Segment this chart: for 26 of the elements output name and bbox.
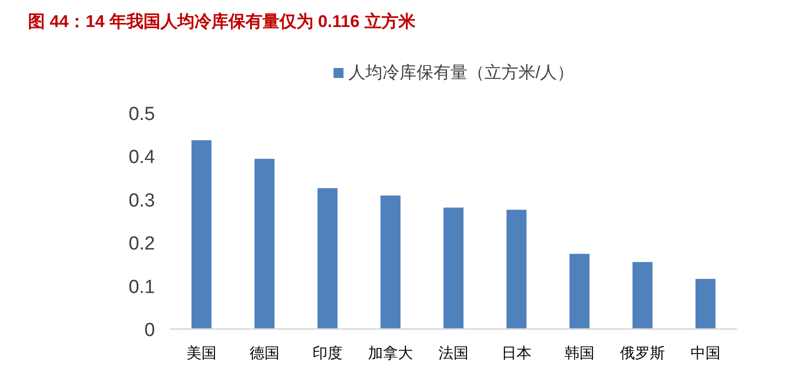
bar [570,254,590,329]
x-tick-label: 印度 [312,345,342,362]
x-tick-label: 日本 [502,345,532,362]
x-tick-label: 加拿大 [368,345,413,362]
x-tick-label: 中国 [690,345,720,362]
y-tick-label: 0.5 [128,104,155,125]
y-tick-label: 0.3 [128,190,155,212]
x-tick-label: 韩国 [564,345,594,362]
x-tick-label: 美国 [186,345,216,362]
x-tick-label: 俄罗斯 [620,345,665,362]
bar [506,210,526,329]
y-tick-label: 0.4 [128,147,156,168]
chart-title: 图 44：14 年我国人均冷库保有量仅为 0.116 立方米 [28,12,416,31]
y-tick-label: 0.2 [128,234,155,255]
bar [380,196,400,329]
legend-label: 人均冷库保有量（立方米/人） [348,63,574,82]
bar [192,140,212,329]
bar [444,208,464,329]
bar [254,158,274,329]
x-tick-label: 德国 [250,345,280,362]
y-tick-label: 0.1 [128,276,155,298]
bar [696,278,716,329]
bar [318,188,338,329]
y-tick-label: 0 [144,320,155,341]
x-tick-label: 法国 [438,345,468,362]
bar [632,262,652,329]
